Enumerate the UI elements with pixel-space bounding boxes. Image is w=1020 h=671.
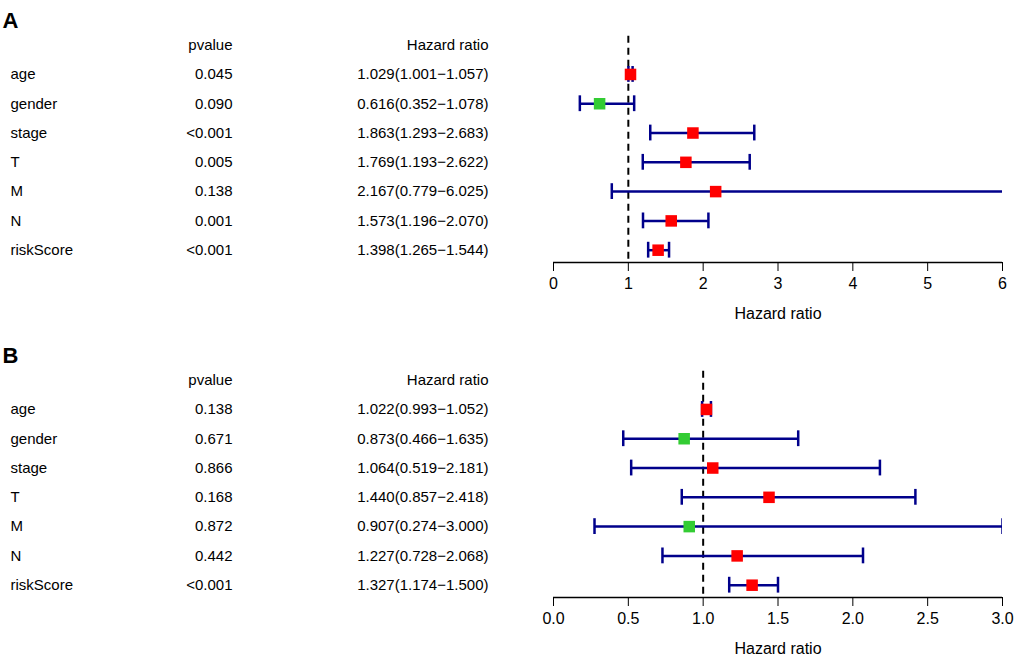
- svg-text:Hazard ratio: Hazard ratio: [734, 305, 821, 322]
- svg-text:1.0: 1.0: [692, 610, 714, 627]
- svg-text:2.167(0.779−6.025): 2.167(0.779−6.025): [357, 182, 488, 199]
- svg-text:stage: stage: [11, 459, 48, 476]
- svg-text:1.573(1.196−2.070): 1.573(1.196−2.070): [357, 212, 488, 229]
- svg-text:0: 0: [549, 275, 558, 292]
- svg-text:0.138: 0.138: [195, 400, 233, 417]
- svg-text:1: 1: [624, 275, 633, 292]
- svg-text:0.616(0.352−1.078): 0.616(0.352−1.078): [357, 95, 488, 112]
- svg-text:age: age: [11, 400, 36, 417]
- svg-text:1.064(0.519−2.181): 1.064(0.519−2.181): [357, 459, 488, 476]
- svg-text:B: B: [3, 343, 19, 368]
- svg-text:0.671: 0.671: [195, 430, 233, 447]
- svg-text:6: 6: [998, 275, 1007, 292]
- svg-text:1.398(1.265−1.544): 1.398(1.265−1.544): [357, 241, 488, 258]
- svg-text:0.442: 0.442: [195, 547, 233, 564]
- svg-text:M: M: [11, 517, 24, 534]
- svg-text:0.873(0.466−1.635): 0.873(0.466−1.635): [357, 430, 488, 447]
- svg-text:<0.001: <0.001: [186, 576, 232, 593]
- svg-text:pvalue: pvalue: [188, 371, 232, 388]
- svg-text:pvalue: pvalue: [188, 36, 232, 53]
- svg-text:1.227(0.728−2.068): 1.227(0.728−2.068): [357, 547, 488, 564]
- svg-text:riskScore: riskScore: [11, 576, 74, 593]
- svg-text:1.863(1.293−2.683): 1.863(1.293−2.683): [357, 124, 488, 141]
- svg-text:<0.001: <0.001: [186, 124, 232, 141]
- svg-text:0.168: 0.168: [195, 488, 233, 505]
- svg-text:0.5: 0.5: [617, 610, 639, 627]
- svg-text:gender: gender: [11, 430, 58, 447]
- svg-text:<0.001: <0.001: [186, 241, 232, 258]
- svg-text:0.138: 0.138: [195, 182, 233, 199]
- svg-text:riskScore: riskScore: [11, 241, 74, 258]
- svg-text:T: T: [11, 488, 20, 505]
- svg-text:age: age: [11, 65, 36, 82]
- svg-text:5: 5: [923, 275, 932, 292]
- svg-text:2.0: 2.0: [842, 610, 864, 627]
- svg-text:stage: stage: [11, 124, 48, 141]
- svg-text:0.866: 0.866: [195, 459, 233, 476]
- svg-text:N: N: [11, 547, 22, 564]
- svg-text:T: T: [11, 153, 20, 170]
- svg-text:1.029(1.001−1.057): 1.029(1.001−1.057): [357, 65, 488, 82]
- svg-text:A: A: [3, 8, 19, 33]
- svg-text:0.0: 0.0: [542, 610, 564, 627]
- svg-text:1.022(0.993−1.052): 1.022(0.993−1.052): [357, 400, 488, 417]
- svg-text:0.090: 0.090: [195, 95, 233, 112]
- svg-text:3: 3: [774, 275, 783, 292]
- svg-text:Hazard ratio: Hazard ratio: [407, 371, 489, 388]
- svg-text:0.045: 0.045: [195, 65, 233, 82]
- svg-text:Hazard ratio: Hazard ratio: [407, 36, 489, 53]
- svg-text:gender: gender: [11, 95, 58, 112]
- svg-text:3.0: 3.0: [991, 610, 1013, 627]
- svg-text:0.872: 0.872: [195, 517, 233, 534]
- svg-text:1.5: 1.5: [767, 610, 789, 627]
- svg-text:1.440(0.857−2.418): 1.440(0.857−2.418): [357, 488, 488, 505]
- svg-text:2.5: 2.5: [917, 610, 939, 627]
- svg-text:1.769(1.193−2.622): 1.769(1.193−2.622): [357, 153, 488, 170]
- svg-text:N: N: [11, 212, 22, 229]
- svg-text:Hazard ratio: Hazard ratio: [734, 640, 821, 657]
- svg-text:0.907(0.274−3.000): 0.907(0.274−3.000): [357, 517, 488, 534]
- svg-text:4: 4: [848, 275, 857, 292]
- svg-text:1.327(1.174−1.500): 1.327(1.174−1.500): [357, 576, 488, 593]
- svg-text:0.005: 0.005: [195, 153, 233, 170]
- svg-text:M: M: [11, 182, 24, 199]
- svg-text:0.001: 0.001: [195, 212, 233, 229]
- svg-text:2: 2: [699, 275, 708, 292]
